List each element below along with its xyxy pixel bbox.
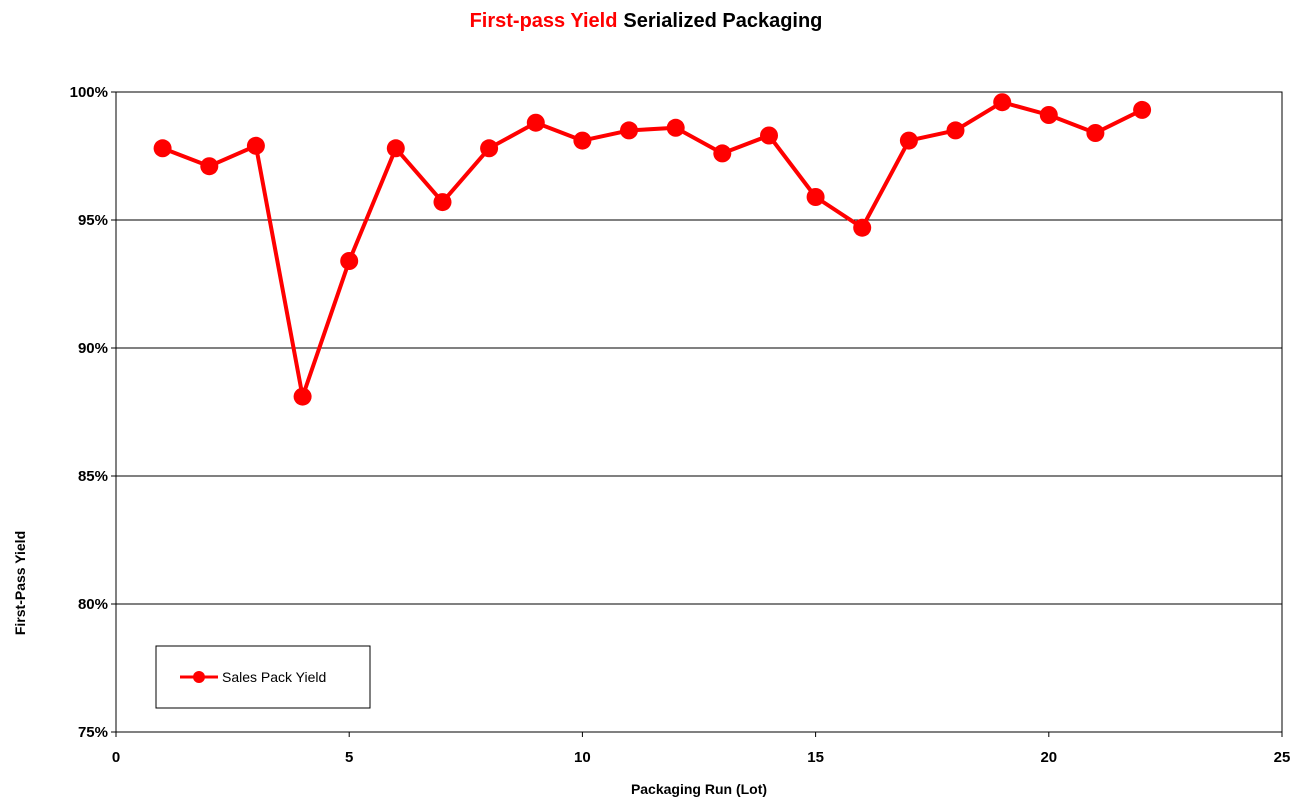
- data-point: [666, 118, 685, 137]
- data-point: [293, 387, 312, 406]
- legend-label: Sales Pack Yield: [222, 669, 326, 685]
- data-point: [1039, 106, 1058, 124]
- chart-title-accent: First-pass Yield: [470, 10, 618, 32]
- data-point: [1086, 124, 1105, 142]
- x-axis-title: Packaging Run (Lot): [631, 781, 767, 797]
- x-tick-label: 25: [1274, 749, 1291, 766]
- y-tick-label: 75%: [78, 724, 108, 741]
- data-point: [899, 131, 918, 150]
- data-point: [1133, 100, 1152, 119]
- x-tick-label: 15: [807, 749, 824, 766]
- x-axis: 0 5 10 15 20 25: [112, 732, 1291, 766]
- data-point: [153, 139, 172, 158]
- chart-title-main: Serialized Packaging: [623, 10, 822, 32]
- y-axis-title: First-Pass Yield: [12, 531, 28, 635]
- gridlines: [116, 91, 1282, 733]
- data-point: [993, 93, 1012, 112]
- data-point: [433, 193, 452, 212]
- y-tick-label: 80%: [78, 596, 108, 613]
- x-tick-label: 20: [1040, 749, 1057, 766]
- legend: Sales Pack Yield: [155, 645, 371, 709]
- data-point: [340, 252, 359, 270]
- legend-marker: [193, 671, 205, 683]
- data-point: [386, 139, 405, 158]
- data-point: [573, 131, 592, 150]
- chart-title: First-pass Yield Serialized Packaging: [470, 10, 823, 32]
- y-tick-label: 95%: [78, 212, 108, 229]
- data-point: [620, 121, 638, 140]
- data-point: [246, 136, 265, 155]
- y-tick-label: 85%: [78, 468, 108, 485]
- data-point: [853, 218, 872, 237]
- x-tick-label: 5: [345, 749, 353, 766]
- x-tick-label: 0: [112, 749, 120, 766]
- y-tick-label: 90%: [78, 340, 108, 357]
- series-points: [153, 93, 1152, 406]
- series-line-sales-pack-yield: [161, 100, 1143, 399]
- y-axis: 75% 80% 85% 90% 95% 100%: [70, 84, 116, 741]
- x-tick-label: 10: [574, 749, 591, 766]
- plot-area: [115, 91, 1283, 733]
- data-point: [760, 126, 778, 145]
- data-point: [480, 139, 499, 158]
- y-tick-label: 100%: [70, 84, 108, 101]
- data-point: [806, 188, 825, 206]
- legend-box: [155, 645, 371, 709]
- data-point: [526, 113, 545, 132]
- data-point: [713, 144, 732, 163]
- data-point: [200, 157, 219, 176]
- data-point: [946, 121, 965, 140]
